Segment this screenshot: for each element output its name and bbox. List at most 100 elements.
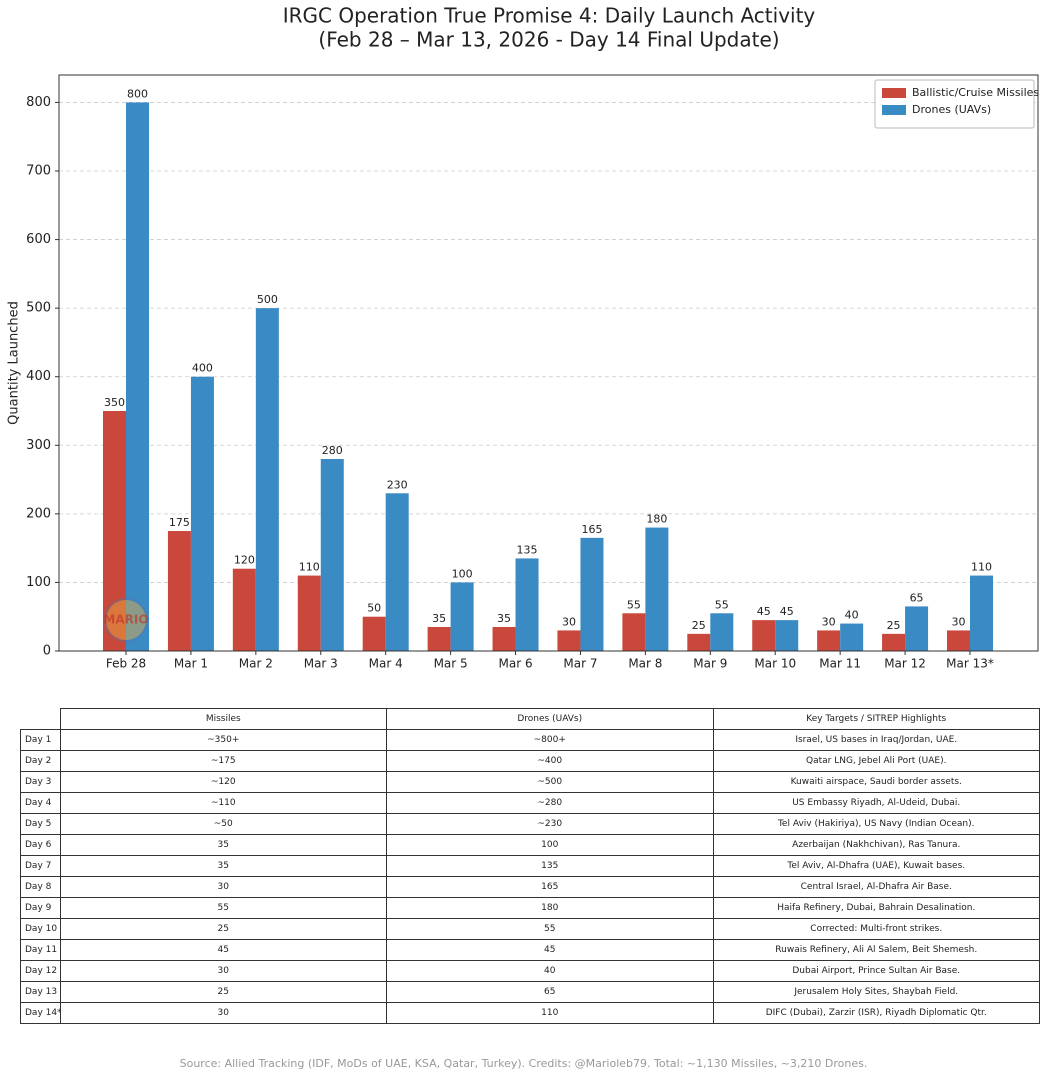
- table-row: Day 5 ~50 ~230 Tel Aviv (Hakiriya), US Navy…: [20, 813, 1040, 835]
- data-label: 35: [497, 612, 511, 625]
- table-cell: ~50: [59, 813, 387, 835]
- table-cell: Azerbaijan (Nakhchivan), Ras Tanura.: [712, 834, 1040, 856]
- table-cell: ~350+: [59, 729, 387, 751]
- table-row-label: Day 13: [20, 981, 61, 1003]
- table-row-label: Day 8: [20, 876, 61, 898]
- table-row: Day 8 30 165 Central Israel, Al-Dhafra Air …: [20, 876, 1040, 898]
- table-row-label: Day 12: [20, 960, 61, 982]
- table-header-cell: Missiles: [59, 708, 387, 730]
- y-tick-label: 500: [26, 301, 51, 316]
- data-label: 110: [299, 561, 320, 574]
- table-cell: ~400: [386, 750, 714, 772]
- bar: [297, 575, 321, 651]
- table-header-cell: Key Targets / SITREP Highlights: [712, 708, 1040, 730]
- bar: [492, 627, 516, 651]
- bar: [450, 582, 474, 651]
- data-label: 120: [234, 554, 255, 567]
- table-cell: 135: [386, 855, 714, 877]
- x-tick-label: Mar 1: [174, 657, 208, 671]
- table-cell: Qatar LNG, Jebel Ali Port (UAE).: [712, 750, 1040, 772]
- table-row: Day 7 35 135 Tel Aviv, Al-Dhafra (UAE), Kuw…: [20, 855, 1040, 877]
- table-header-row: Missiles Drones (UAVs) Key Targets / SITRE…: [21, 708, 1040, 730]
- data-label: 45: [757, 605, 771, 618]
- bar: [622, 613, 646, 651]
- table-row-label: Day 10: [20, 918, 61, 940]
- table-cell: ~230: [386, 813, 714, 835]
- x-tick-label: Mar 2: [239, 657, 273, 671]
- table-row: Day 4 ~110 ~280 US Embassy Riyadh, Al-Udeid…: [20, 792, 1040, 814]
- table-row-label: Day 2: [20, 750, 61, 772]
- table-row: Day 10 25 55 Corrected: Multi-front strikes…: [20, 918, 1040, 940]
- bar: [103, 411, 126, 651]
- x-tick-label: Feb 28: [106, 657, 146, 671]
- data-label: 30: [822, 615, 836, 628]
- y-tick-label: 0: [43, 644, 51, 659]
- table-cell: 35: [59, 855, 387, 877]
- data-label: 50: [367, 602, 381, 615]
- chart: IRGC Operation True Promise 4: Daily Lau…: [7, 4, 1040, 671]
- bar: [710, 613, 734, 651]
- y-tick-label: 100: [26, 575, 51, 590]
- table-cell: 45: [386, 939, 714, 961]
- data-label: 45: [780, 605, 794, 618]
- table-row: Day 9 55 180 Haifa Refinery, Dubai, Bahrain…: [20, 897, 1040, 919]
- data-label: 400: [192, 362, 213, 375]
- table-cell: Tel Aviv, Al-Dhafra (UAE), Kuwait bases.: [712, 855, 1040, 877]
- table-row-label: Day 6: [20, 834, 61, 856]
- table-row-label: Day 7: [20, 855, 61, 877]
- table-cell: 110: [386, 1002, 714, 1024]
- bar: [427, 627, 451, 651]
- data-label: 135: [517, 543, 538, 556]
- data-label: 25: [887, 619, 901, 632]
- table-row-label: Day 3: [20, 771, 61, 793]
- legend-swatch: [882, 105, 906, 115]
- table-row-label: Day 14*: [20, 1002, 61, 1024]
- legend-label: Drones (UAVs): [912, 103, 991, 116]
- data-label: 800: [127, 87, 148, 100]
- table-row: Day 14* 30 110 DIFC (Dubai), Zarzir (ISR), …: [20, 1002, 1040, 1024]
- table-cell: DIFC (Dubai), Zarzir (ISR), Riyadh Diplo…: [712, 1002, 1040, 1024]
- x-tick-label: Mar 13*: [946, 657, 994, 671]
- y-tick-label: 400: [26, 369, 51, 384]
- table-cell: Corrected: Multi-front strikes.: [712, 918, 1040, 940]
- data-label: 175: [169, 516, 190, 529]
- data-label: 40: [845, 609, 859, 622]
- table-cell: ~280: [386, 792, 714, 814]
- table-row: Day 6 35 100 Azerbaijan (Nakhchivan), Ras T…: [20, 834, 1040, 856]
- table-row: Day 1 ~350+ ~800+ Israel, US bases in Iraq/…: [20, 729, 1040, 751]
- table-cell: ~500: [386, 771, 714, 793]
- y-tick-label: 800: [26, 95, 51, 110]
- table-row: Day 12 30 40 Dubai Airport, Prince Sultan A…: [20, 960, 1040, 982]
- x-tick-label: Mar 7: [563, 657, 597, 671]
- bar: [687, 633, 711, 651]
- x-tick-label: Mar 4: [369, 657, 403, 671]
- table-cell: 30: [59, 1002, 387, 1024]
- bar: [752, 620, 776, 651]
- bar: [255, 308, 279, 651]
- bar: [840, 623, 864, 651]
- bar: [817, 630, 841, 651]
- data-label: 30: [952, 615, 966, 628]
- x-tick-label: Mar 11: [819, 657, 861, 671]
- table-cell: 30: [59, 960, 387, 982]
- bar: [385, 493, 409, 651]
- data-label: 30: [562, 615, 576, 628]
- table-cell: ~800+: [386, 729, 714, 751]
- table-cell: ~120: [59, 771, 387, 793]
- bar: [947, 630, 970, 651]
- legend-box: [874, 79, 1035, 129]
- data-label: 500: [257, 293, 278, 306]
- table-row: Day 3 ~120 ~500 Kuwaiti airspace, Saudi bor…: [20, 771, 1040, 793]
- table-row-label: Day 11: [20, 939, 61, 961]
- table-row: Day 2 ~175 ~400 Qatar LNG, Jebel Ali Port (…: [20, 750, 1040, 772]
- table-cell: 45: [59, 939, 387, 961]
- bar: [580, 537, 604, 651]
- table-row-label: Day 4: [20, 792, 61, 814]
- footer: Source: Allied Tracking (IDF, MoDs of UA…: [179, 1057, 868, 1070]
- x-tick-label: Mar 5: [434, 657, 468, 671]
- bar: [970, 575, 993, 651]
- table-cell: 55: [386, 918, 714, 940]
- y-tick-label: 700: [26, 164, 51, 179]
- table-cell: 180: [386, 897, 714, 919]
- bar: [645, 527, 669, 651]
